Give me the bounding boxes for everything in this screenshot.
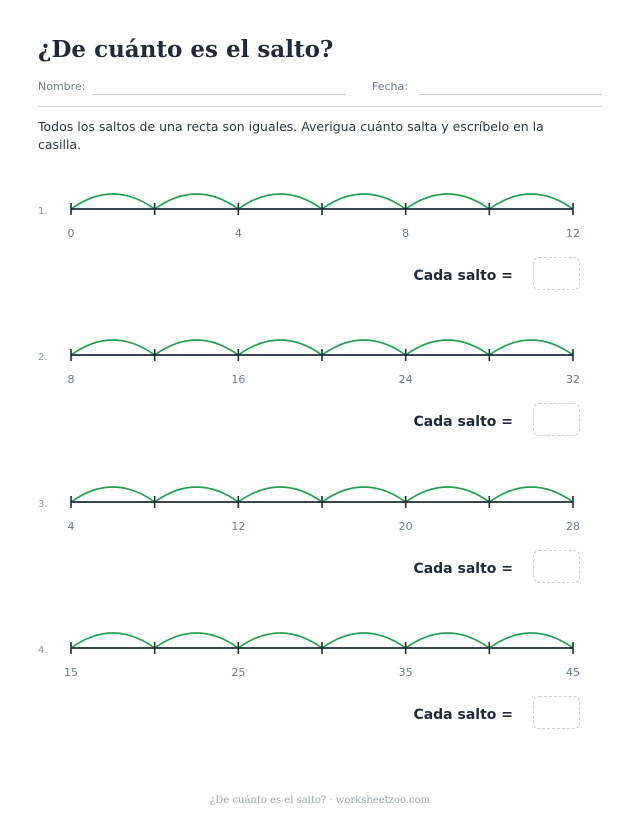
- number-line: 15 25 35 45: [64, 632, 580, 679]
- number-line: 0 4 8 12: [68, 193, 580, 240]
- tick-label: 35: [399, 666, 413, 679]
- tick-label: 12: [231, 520, 245, 533]
- answer-box[interactable]: [533, 550, 580, 583]
- jump-arc: [405, 486, 490, 503]
- tick-label: 28: [566, 520, 580, 533]
- tick-label: 32: [566, 373, 580, 386]
- answer-box[interactable]: [533, 257, 580, 290]
- date-label: Fecha:: [372, 80, 408, 93]
- answer-label: Cada salto =: [413, 707, 513, 723]
- tick-label: 15: [64, 666, 78, 679]
- problem-4: 4. 15 25 35 45 Cada salto =: [0, 618, 640, 748]
- jump-arc: [70, 193, 156, 210]
- tick-label: 20: [399, 520, 413, 533]
- answer-label: Cada salto =: [413, 414, 513, 430]
- footer: ¿De cuánto es el salto? · worksheetzoo.c…: [209, 795, 431, 806]
- page-title: ¿De cuánto es el salto?: [38, 36, 334, 63]
- tick-label: 0: [68, 227, 75, 240]
- instructions: Todos los saltos de una recta son iguale…: [38, 119, 544, 152]
- problem-1: 1. 0 4 8 12 Cada salto =: [0, 179, 640, 309]
- problem-3: 3. 4 12 20 28 Cada salto =: [0, 472, 640, 602]
- jump-arc: [237, 486, 323, 503]
- jump-arc: [488, 486, 574, 503]
- tick-label: 25: [231, 666, 245, 679]
- jump-arc: [321, 486, 407, 503]
- tick-label: 8: [402, 227, 409, 240]
- name-label: Nombre:: [38, 80, 86, 93]
- problem-number: 2.: [38, 352, 48, 363]
- jump-arc: [154, 339, 239, 356]
- jump-arc: [237, 193, 323, 210]
- number-line: 8 16 24 32: [68, 339, 580, 386]
- jump-arc: [154, 632, 239, 649]
- jump-arc: [488, 193, 574, 210]
- problem-number: 3.: [38, 499, 48, 510]
- jump-arc: [488, 339, 574, 356]
- answer-box[interactable]: [533, 696, 580, 729]
- problem-number: 4.: [38, 645, 48, 656]
- tick-label: 45: [566, 666, 580, 679]
- jump-arc: [70, 486, 156, 503]
- date-field[interactable]: [419, 94, 602, 95]
- jump-arc: [321, 339, 407, 356]
- jump-arc: [70, 632, 156, 649]
- problem-number: 1.: [38, 206, 48, 217]
- tick-label: 16: [231, 373, 245, 386]
- jump-arc: [405, 632, 490, 649]
- jump-arc: [70, 339, 156, 356]
- jump-arc: [488, 632, 574, 649]
- jump-arc: [405, 339, 490, 356]
- header-fields: Nombre: Fecha:: [38, 80, 602, 98]
- tick-label: 4: [68, 520, 75, 533]
- problem-2: 2. 8 16 24 32 Cada salto =: [0, 325, 640, 455]
- jump-arc: [237, 632, 323, 649]
- jump-arc: [321, 193, 407, 210]
- tick-label: 8: [68, 373, 75, 386]
- number-line: 4 12 20 28: [68, 486, 580, 533]
- header-divider: [38, 106, 602, 107]
- tick-label: 12: [566, 227, 580, 240]
- jump-arc: [154, 193, 239, 210]
- jump-arc: [405, 193, 490, 210]
- tick-label: 24: [399, 373, 413, 386]
- answer-label: Cada salto =: [413, 561, 513, 577]
- jump-arc: [154, 486, 239, 503]
- answer-label: Cada salto =: [413, 268, 513, 284]
- answer-box[interactable]: [533, 403, 580, 436]
- tick-label: 4: [235, 227, 242, 240]
- name-field[interactable]: [92, 94, 346, 95]
- jump-arc: [321, 632, 407, 649]
- jump-arc: [237, 339, 323, 356]
